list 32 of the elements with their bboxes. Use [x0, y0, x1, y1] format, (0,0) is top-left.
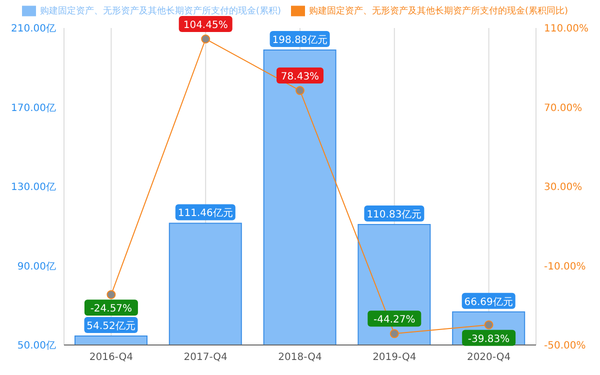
- data-label: -39.83%: [468, 334, 510, 345]
- legend-label: 购建固定资产、无形资产及其他长期资产所支付的现金(累积同比): [309, 6, 568, 16]
- y2-tick-label: 70.00%: [544, 102, 582, 114]
- data-label: 110.83亿元: [366, 209, 422, 220]
- y2-tick-label: -50.00%: [544, 340, 586, 352]
- data-label: 66.69亿元: [464, 296, 513, 308]
- y2-tick-label: -10.00%: [544, 261, 586, 272]
- y2-tick-label: 30.00%: [544, 182, 582, 194]
- y-tick-label: 210.00亿: [11, 24, 56, 35]
- data-label: -44.27%: [374, 314, 416, 326]
- y-tick-label: 130.00亿: [11, 182, 56, 194]
- y-tick-label: 50.00亿: [17, 340, 56, 352]
- point: [296, 86, 304, 96]
- point: [106, 290, 116, 300]
- data-label: -24.57%: [90, 304, 132, 315]
- data-label: 198.88亿元: [272, 35, 328, 46]
- y-tick-label: 170.00亿: [11, 102, 56, 114]
- data-label: 54.52亿元: [86, 321, 136, 332]
- y2-tick-label: 110.00%: [544, 24, 588, 35]
- data-label: 78.43%: [280, 72, 320, 83]
- point: [201, 34, 210, 44]
- data-label: 111.46亿元: [178, 208, 233, 220]
- y-tick-label: 90.00亿: [17, 261, 56, 272]
- x-tick-label: 2020-Q4: [466, 352, 511, 364]
- legend-label: 购建固定资产、无形资产及其他长期资产所支付的现金(累积): [40, 6, 281, 16]
- point: [484, 320, 494, 330]
- data-label: 104.45%: [183, 20, 228, 31]
- x-tick-label: 2018-Q4: [278, 352, 322, 364]
- x-tick-label: 2019-Q4: [372, 352, 416, 364]
- x-tick-label: 2016-Q4: [89, 352, 134, 364]
- x-tick-label: 2017-Q4: [184, 352, 228, 364]
- point: [390, 329, 399, 338]
